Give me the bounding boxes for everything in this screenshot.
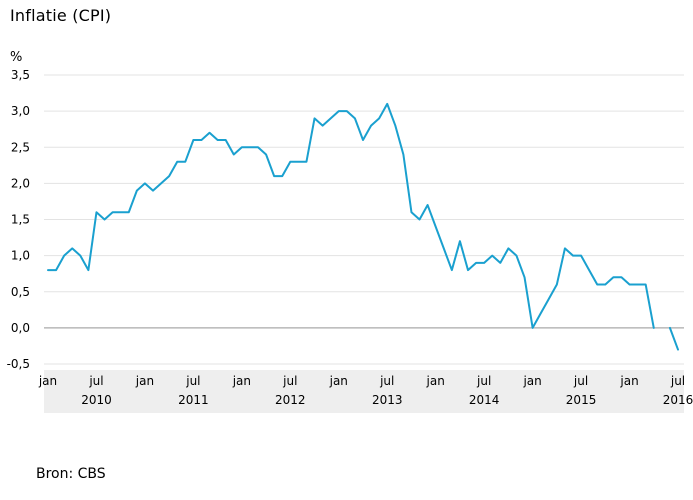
x-year-label: 2011 — [178, 393, 209, 407]
grid-lines — [44, 74, 684, 365]
y-axis-unit: % — [10, 50, 22, 65]
y-axis-ticks: 3,5 3,0 2,5 2,0 1,5 1,0 0,5 0,0 -0,5 — [7, 68, 30, 371]
x-tick-label: jan — [426, 374, 445, 388]
x-tick-label: jan — [232, 374, 251, 388]
x-tick-label: jan — [38, 374, 57, 388]
x-tick-label: jan — [135, 374, 154, 388]
y-tick-label: -0,5 — [7, 357, 30, 371]
x-axis-year-labels: 2010 2011 2012 2013 2014 2015 2016 — [81, 393, 693, 407]
x-year-label: 2010 — [81, 393, 112, 407]
x-year-label: 2015 — [566, 393, 597, 407]
x-tick-label: jul — [185, 374, 200, 388]
x-tick-label: jul — [670, 374, 685, 388]
x-tick-label: jul — [88, 374, 103, 388]
chart-title: Inflatie (CPI) — [10, 6, 112, 25]
y-tick-label: 3,0 — [11, 104, 30, 118]
y-tick-label: 2,0 — [11, 176, 30, 190]
series-group — [47, 102, 679, 351]
series-line — [47, 102, 679, 351]
y-tick-label: 1,0 — [11, 249, 30, 263]
x-axis-band — [44, 370, 684, 413]
x-year-label: 2014 — [469, 393, 500, 407]
y-tick-label: 0,5 — [11, 285, 30, 299]
x-tick-label: jul — [282, 374, 297, 388]
x-axis-month-ticks: jan jul jan jul jan jul jan jul jan jul jan jul jan j… — [38, 374, 685, 388]
x-tick-label: jan — [329, 374, 348, 388]
x-tick-label: jul — [379, 374, 394, 388]
x-year-label: 2013 — [372, 393, 403, 407]
x-year-label: 2012 — [275, 393, 306, 407]
x-year-label: 2016 — [663, 393, 693, 407]
source-note: Bron: CBS — [36, 466, 106, 482]
x-tick-label: jan — [522, 374, 541, 388]
y-tick-label: 3,5 — [11, 68, 30, 82]
x-tick-label: jul — [573, 374, 588, 388]
x-tick-label: jan — [619, 374, 638, 388]
y-tick-label: 1,5 — [11, 213, 30, 227]
x-tick-label: jul — [476, 374, 491, 388]
y-tick-label: 2,5 — [11, 140, 30, 154]
y-tick-label: 0,0 — [11, 321, 30, 335]
